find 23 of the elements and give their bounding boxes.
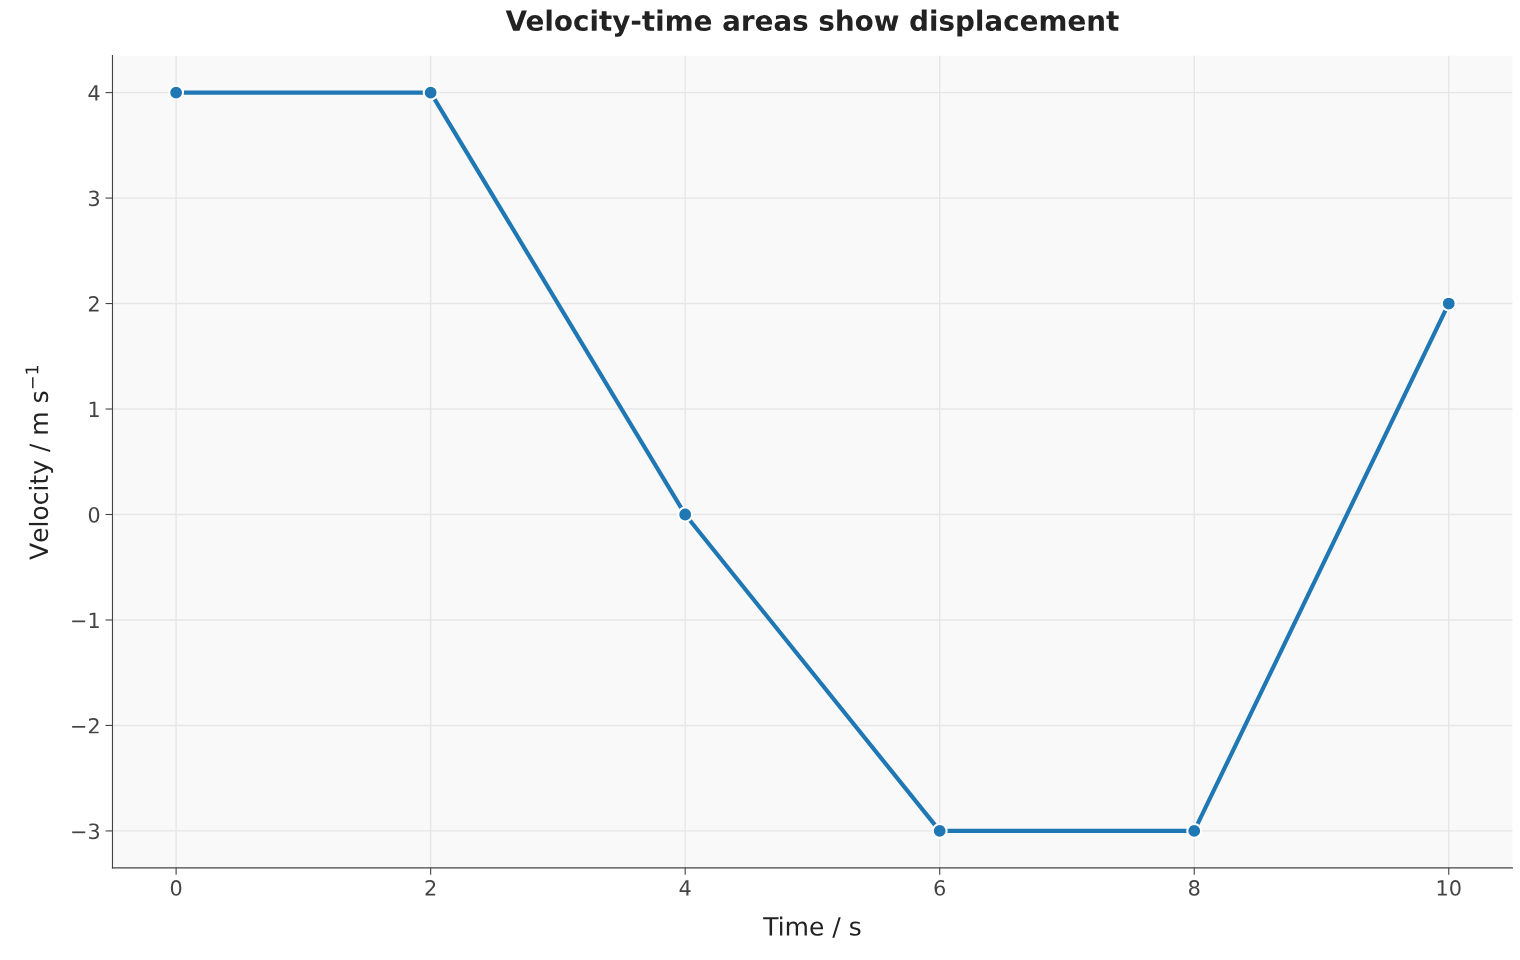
x-tick-label: 2 xyxy=(425,880,436,896)
point xyxy=(931,822,948,839)
y-tick-label: −2 xyxy=(72,717,99,734)
y-tick-label: 4 xyxy=(88,85,100,101)
x-tick-label: 8 xyxy=(1189,880,1200,896)
x-axis-title: Time / s xyxy=(763,916,861,938)
y-tick-label: 1 xyxy=(89,401,99,417)
x-tick-label: 10 xyxy=(1437,880,1461,896)
y-tick-label: 0 xyxy=(88,506,100,523)
x-tick-label: 4 xyxy=(679,880,691,896)
y-axis-title: Velocity / m s$^{−1}$ xyxy=(25,365,54,560)
point xyxy=(1186,822,1203,839)
point xyxy=(1440,295,1457,312)
y-tick-label: 3 xyxy=(89,190,99,207)
x-tick-label: 6 xyxy=(934,880,946,896)
y-tick-label: 2 xyxy=(88,296,99,312)
point xyxy=(677,506,694,523)
y-tick-label: −1 xyxy=(72,612,99,628)
chart-title: Velocity-time areas show displacement xyxy=(505,9,1119,37)
y-tick-label: −3 xyxy=(72,823,99,840)
point xyxy=(422,84,439,101)
x-tick-label: 0 xyxy=(170,880,182,896)
point xyxy=(168,84,185,101)
